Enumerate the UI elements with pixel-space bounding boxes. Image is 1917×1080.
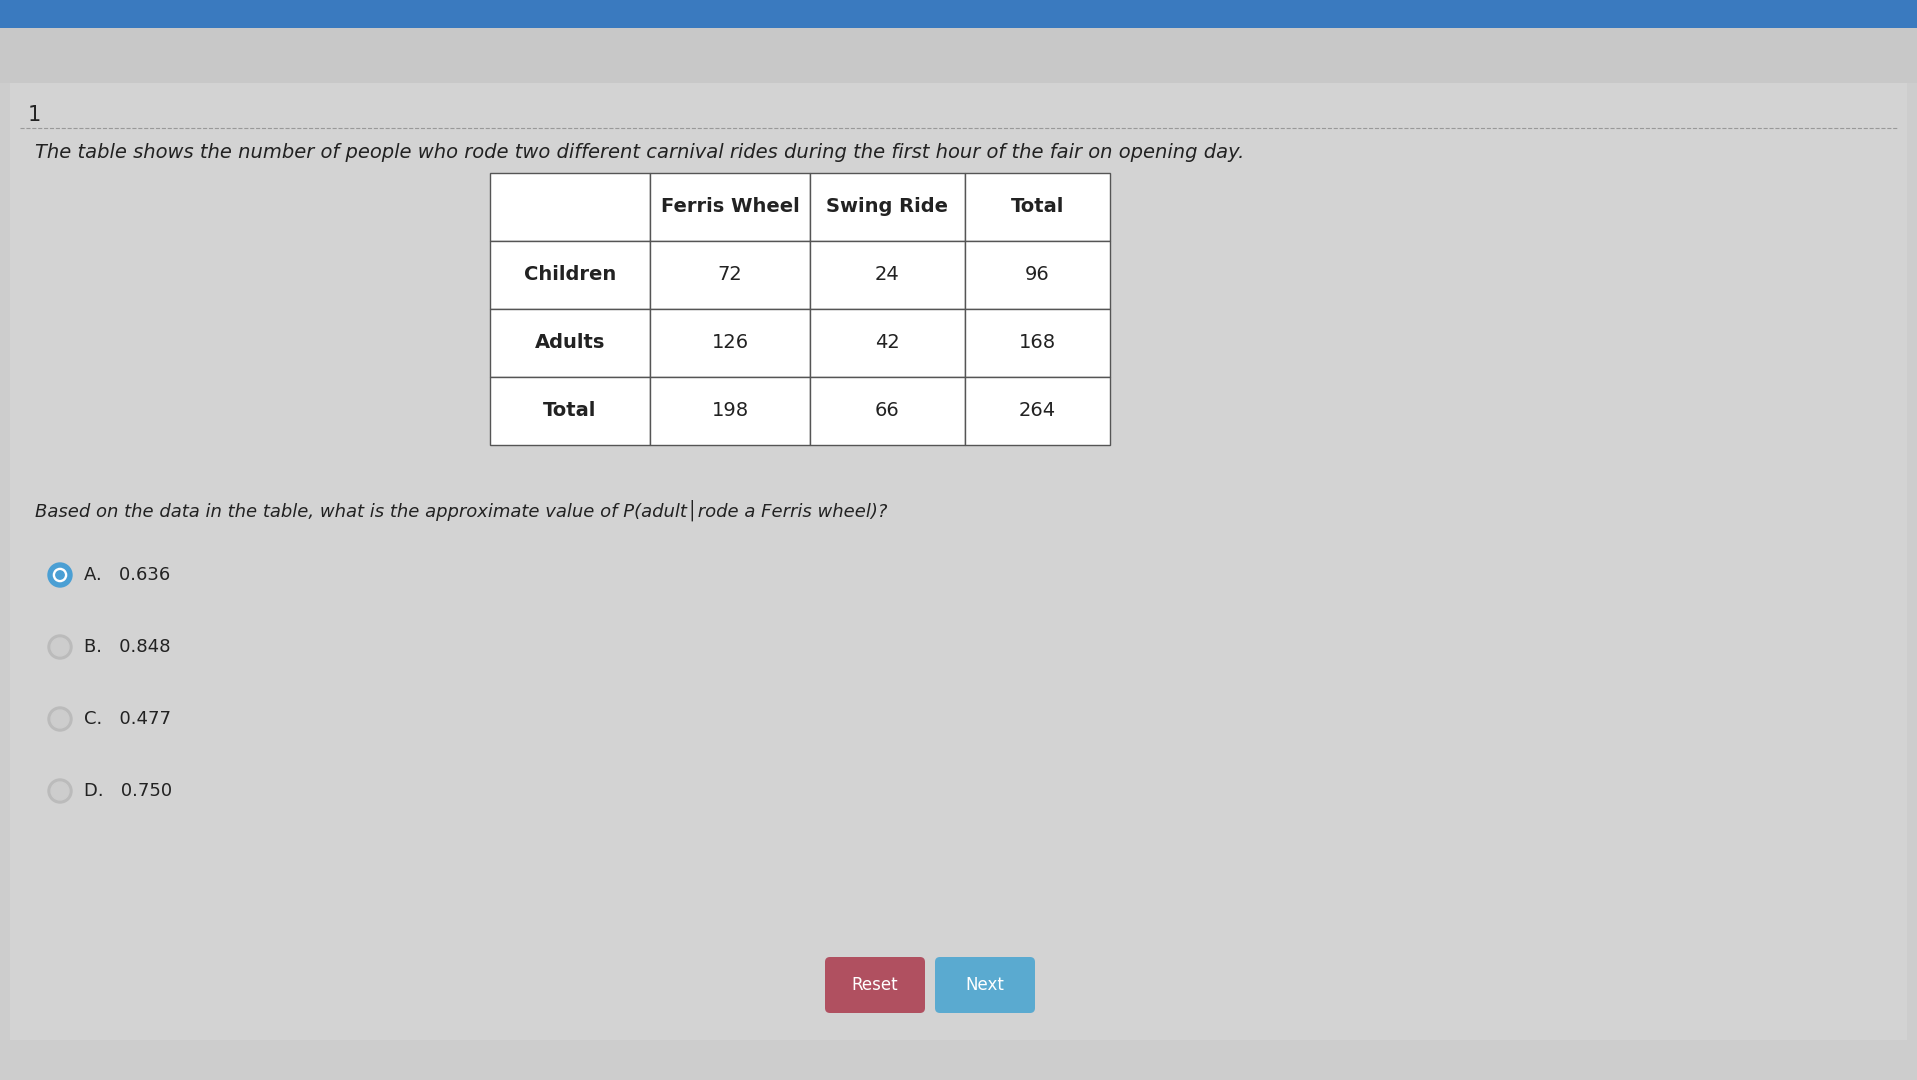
Text: Total: Total	[543, 402, 596, 420]
Circle shape	[56, 571, 63, 579]
Text: Based on the data in the table, what is the approximate value of P(adult│rode a : Based on the data in the table, what is …	[35, 500, 888, 522]
Text: 126: 126	[711, 334, 748, 352]
Text: B.   0.848: B. 0.848	[84, 638, 171, 656]
Bar	[491, 377, 650, 445]
Bar	[964, 309, 1110, 377]
Bar	[964, 241, 1110, 309]
Bar	[491, 309, 650, 377]
Bar	[650, 173, 811, 241]
Circle shape	[52, 710, 69, 728]
Bar	[811, 241, 964, 309]
Circle shape	[52, 638, 69, 656]
Text: 42: 42	[876, 334, 899, 352]
Bar	[811, 173, 964, 241]
Text: Swing Ride: Swing Ride	[826, 198, 949, 216]
Bar	[811, 377, 964, 445]
Circle shape	[52, 782, 69, 800]
Circle shape	[48, 707, 73, 731]
Bar	[811, 309, 964, 377]
Text: Ferris Wheel: Ferris Wheel	[661, 198, 799, 216]
Circle shape	[48, 635, 73, 659]
Text: 96: 96	[1026, 266, 1051, 284]
Bar	[650, 377, 811, 445]
Text: 24: 24	[876, 266, 899, 284]
Text: Adults: Adults	[535, 334, 606, 352]
Text: 198: 198	[711, 402, 748, 420]
Text: 66: 66	[876, 402, 899, 420]
Bar	[650, 241, 811, 309]
Text: C.   0.477: C. 0.477	[84, 710, 171, 728]
Text: 72: 72	[717, 266, 742, 284]
Text: The table shows the number of people who rode two different carnival rides durin: The table shows the number of people who…	[35, 143, 1244, 162]
Bar	[10, 73, 1907, 1040]
Text: Next: Next	[966, 976, 1005, 994]
Circle shape	[48, 563, 73, 588]
FancyBboxPatch shape	[935, 957, 1035, 1013]
Text: 168: 168	[1020, 334, 1056, 352]
FancyBboxPatch shape	[824, 957, 926, 1013]
Text: 1: 1	[29, 105, 42, 125]
Circle shape	[48, 779, 73, 804]
Bar	[650, 309, 811, 377]
Bar	[0, 28, 1917, 83]
Bar	[964, 173, 1110, 241]
Circle shape	[54, 568, 67, 582]
Bar	[0, 0, 1917, 28]
Text: Total: Total	[1010, 198, 1064, 216]
Text: D.   0.750: D. 0.750	[84, 782, 173, 800]
Bar	[491, 173, 650, 241]
Text: Reset: Reset	[851, 976, 899, 994]
Text: Children: Children	[523, 266, 615, 284]
Text: A.   0.636: A. 0.636	[84, 566, 171, 584]
Bar	[964, 377, 1110, 445]
Bar	[491, 241, 650, 309]
Text: 264: 264	[1020, 402, 1056, 420]
